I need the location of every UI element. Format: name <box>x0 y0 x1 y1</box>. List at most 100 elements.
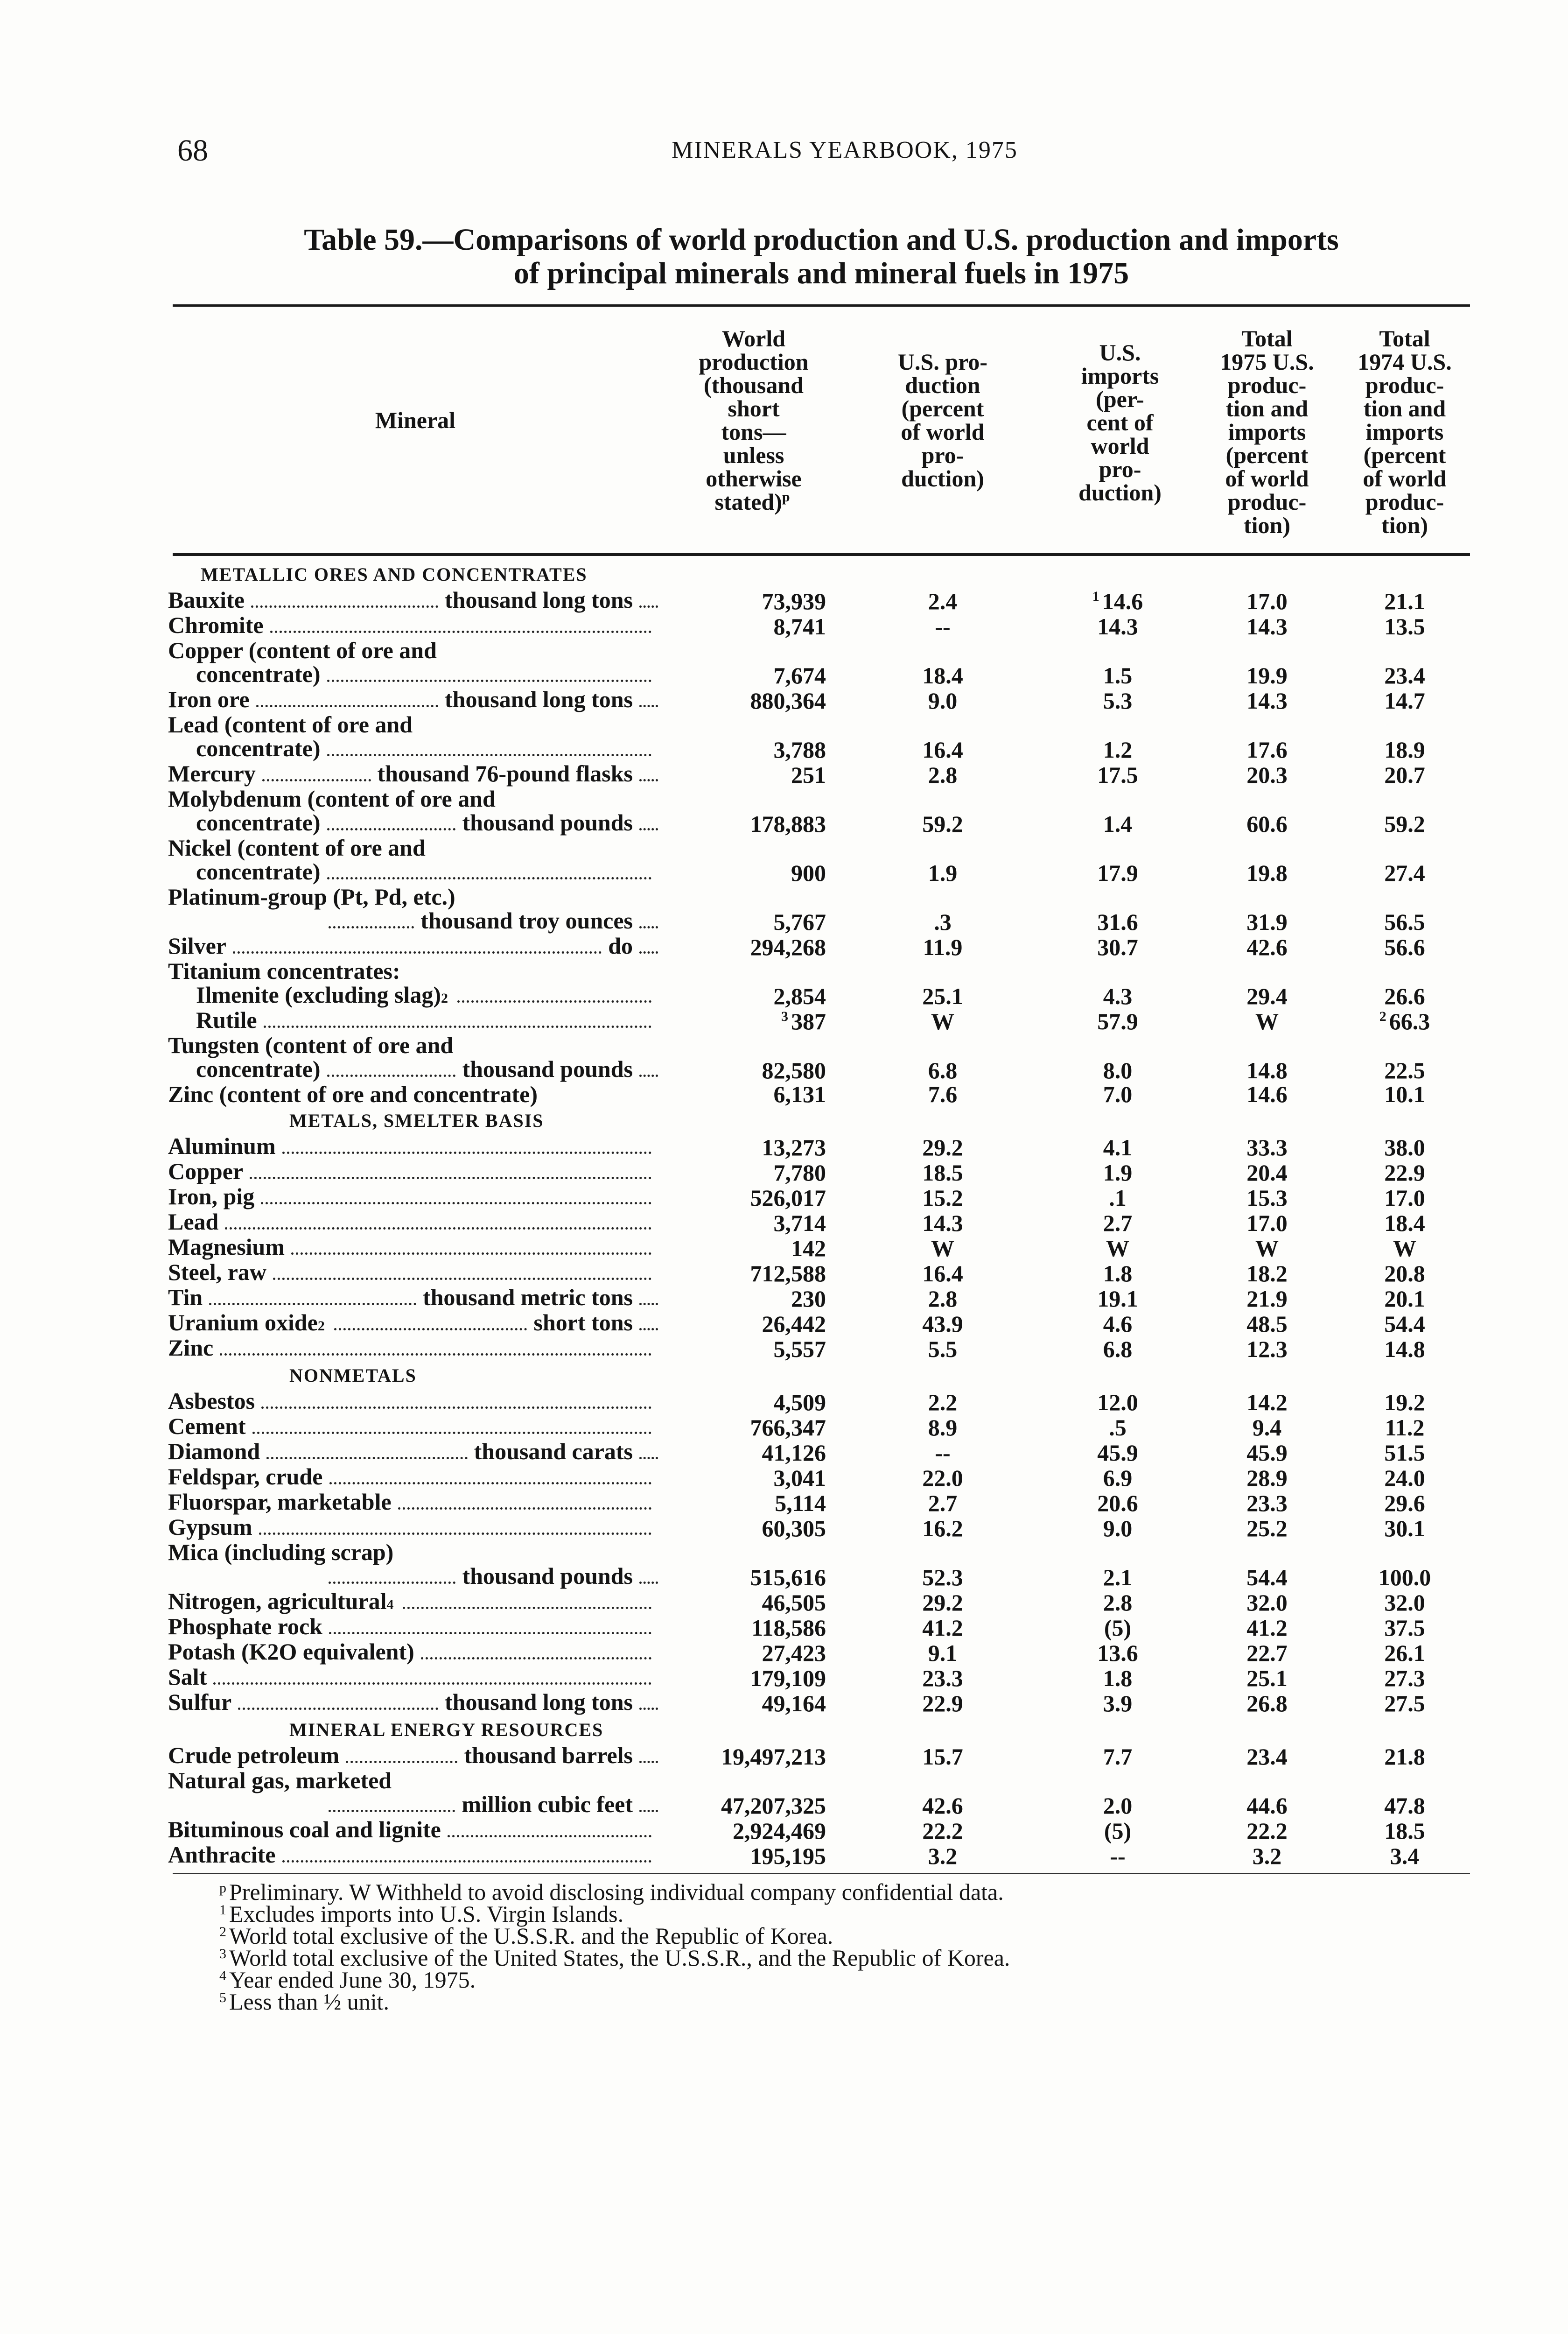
us-production-pct-cell: 15.2 <box>845 1185 1041 1210</box>
mineral-name: Diamond <box>168 1438 260 1464</box>
total-1974-pct-cell: 51.5 <box>1339 1440 1470 1465</box>
total-1975-pct-cell: 23.4 <box>1195 1743 1339 1769</box>
us-production-pct: 2.4 <box>928 588 958 614</box>
us-imports-pct-cell: 1.8 <box>1041 1665 1195 1690</box>
mineral-cell: Iron ore thousand long tons <box>168 688 658 713</box>
total-1975-pct: 20.3 <box>1246 762 1288 788</box>
dot-leader <box>252 1432 651 1434</box>
table-row: Zinc (content of ore and concentrate) 6,1… <box>168 1083 1470 1106</box>
mineral-name: Asbestos <box>168 1388 255 1414</box>
us-production-pct-cell: 6.8 <box>845 1033 1041 1083</box>
mineral-cell: Anthracite <box>168 1843 658 1868</box>
dot-leader <box>327 754 651 756</box>
world-production: 118,586 <box>751 1615 826 1641</box>
table-row: Asbestos 4,509 2.2 12.0 14.2 19.2 <box>168 1389 1470 1414</box>
mineral-label: Magnesium <box>168 1235 658 1260</box>
table-row: Copper (content of ore and concentrate) 7,… <box>168 639 1470 688</box>
total-1975-pct-cell: 19.9 <box>1195 639 1339 688</box>
table-row: Crude petroleum thousand barrels 19,497,21… <box>168 1743 1470 1769</box>
us-imports-pct-cell: 1 14.6 <box>1041 588 1195 613</box>
total-1975-pct: 14.8 <box>1246 1057 1288 1083</box>
footnote-mark: 2 <box>441 991 448 1006</box>
world-production: 5,114 <box>775 1490 826 1516</box>
table-title-line-1: Table 59.—Comparisons of world productio… <box>304 223 1339 257</box>
column-header-world-production: World production (thousand short tons— u… <box>667 327 840 513</box>
mineral-cell: Lead (content of ore and concentrate) <box>168 713 658 762</box>
total-1975-pct: 23.4 <box>1246 1743 1288 1770</box>
us-production-pct: .3 <box>934 909 952 935</box>
dot-leader <box>639 1075 658 1077</box>
mineral-name: Mercury <box>168 760 256 787</box>
world-production-cell: 13,273 <box>658 1134 845 1160</box>
mineral-cell: Copper (content of ore and concentrate) <box>168 639 658 688</box>
dot-leader <box>329 1482 651 1484</box>
us-imports-pct-cell <box>1041 959 1195 983</box>
total-1975-pct: 17.0 <box>1246 588 1288 614</box>
us-production-pct-cell: 7.6 <box>845 1083 1041 1106</box>
dot-leader <box>262 779 371 781</box>
us-imports-pct-cell: 1.8 <box>1041 1260 1195 1286</box>
mineral-name: Feldspar, crude <box>168 1463 323 1490</box>
us-production-pct: 5.5 <box>928 1336 958 1362</box>
world-production: 712,588 <box>750 1260 826 1287</box>
mineral-cell: Iron, pig <box>168 1185 658 1210</box>
dot-leader <box>259 1533 651 1535</box>
us-imports-pct-cell: 6.8 <box>1041 1336 1195 1361</box>
world-production-cell: 178,883 <box>658 787 845 836</box>
us-imports-pct: 7.7 <box>1103 1743 1133 1770</box>
footnote: 4 Year ended June 30, 1975. <box>219 1968 1010 1991</box>
us-production-pct-cell: -- <box>845 1440 1041 1465</box>
world-production-cell: 142 <box>658 1235 845 1260</box>
dot-leader <box>220 1353 651 1356</box>
total-1975-pct-cell: 17.6 <box>1195 713 1339 762</box>
mineral-label: Gypsum <box>168 1515 658 1540</box>
world-production: 2,924,469 <box>733 1818 826 1844</box>
mineral-name: Cement <box>168 1413 246 1439</box>
world-production: 13,273 <box>762 1134 826 1160</box>
total-1974-pct-cell: 27.3 <box>1339 1665 1470 1690</box>
world-production: 142 <box>791 1235 826 1261</box>
total-1975-pct-cell: 41.2 <box>1195 1615 1339 1640</box>
us-imports-pct-cell: (5) <box>1041 1615 1195 1640</box>
dot-leader <box>639 1457 658 1459</box>
total-1975-pct: 31.9 <box>1246 909 1288 935</box>
total-1975-pct-cell: 12.3 <box>1195 1336 1339 1361</box>
total-1975-pct-cell: 22.7 <box>1195 1640 1339 1665</box>
dot-leader <box>639 828 658 830</box>
mineral-name: concentrate) <box>196 735 321 761</box>
total-1974-pct: 14.7 <box>1384 688 1425 714</box>
total-1975-pct-cell: 23.3 <box>1195 1490 1339 1515</box>
footnote-mark: 4 <box>219 1968 226 1983</box>
us-imports-pct: 17.9 <box>1097 860 1138 886</box>
us-production-pct: 16.4 <box>922 737 963 763</box>
dot-leader <box>329 1582 456 1584</box>
total-1974-pct-cell: 20.7 <box>1339 762 1470 787</box>
us-imports-pct-cell: 2.7 <box>1041 1210 1195 1235</box>
mineral-cell: Zinc (content of ore and concentrate) <box>168 1083 658 1106</box>
total-1974-pct-cell: 32.0 <box>1339 1589 1470 1615</box>
mineral-cell: Nickel (content of ore and concentrate) <box>168 836 658 885</box>
world-production-cell: 900 <box>658 836 845 885</box>
total-1974-pct: 100.0 <box>1378 1564 1431 1590</box>
us-production-pct-cell: .3 <box>845 885 1041 934</box>
us-imports-pct: 6.8 <box>1103 1336 1133 1362</box>
mineral-cell: Bituminous coal and lignite <box>168 1818 658 1843</box>
mineral-name: Tin <box>168 1284 203 1310</box>
us-imports-pct: 4.6 <box>1103 1311 1133 1337</box>
mineral-label: Iron, pig <box>168 1185 658 1210</box>
world-production-cell: 8,741 <box>658 613 845 639</box>
us-imports-pct-cell: 17.9 <box>1041 836 1195 885</box>
us-imports-pct-cell: 2.1 <box>1041 1540 1195 1589</box>
mineral-cell: Diamond thousand carats <box>168 1440 658 1465</box>
total-1975-pct: 41.2 <box>1246 1615 1288 1641</box>
us-production-pct: 23.3 <box>922 1665 963 1691</box>
us-production-pct: W <box>931 1008 954 1034</box>
total-1974-pct: 17.0 <box>1384 1185 1425 1211</box>
unit-label: thousand barrels <box>464 1742 633 1768</box>
world-production: 3,041 <box>773 1465 826 1491</box>
mineral-label: concentrate) thousand pounds <box>168 1057 658 1083</box>
world-production-cell: 526,017 <box>658 1185 845 1210</box>
footnote-text: World total exclusive of the U.S.S.R. an… <box>229 1923 833 1949</box>
section-heading-row: MINERAL ENERGY RESOURCES <box>168 1715 1470 1743</box>
mineral-name: Crude petroleum <box>168 1742 340 1768</box>
